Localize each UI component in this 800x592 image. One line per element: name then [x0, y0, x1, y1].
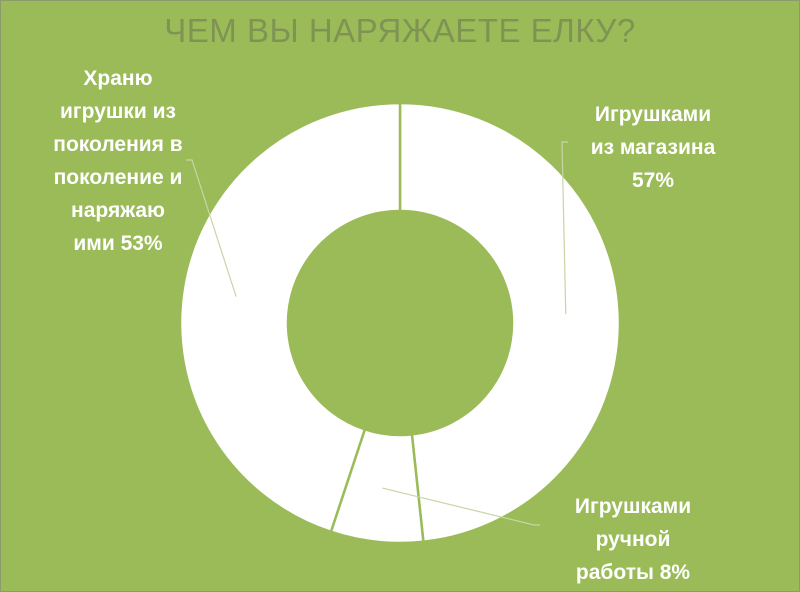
slice-heirloom-toys	[178, 101, 402, 534]
slice-store-toys	[398, 101, 622, 544]
leader-line-heirloom-toys	[186, 159, 237, 297]
data-label-handmade-toys: Игрушками ручной работы 8%	[574, 495, 692, 584]
data-label-heirloom-toys: Храню игрушки из поколения в поколение и…	[53, 67, 183, 255]
data-label-store-toys: Игрушками из магазина 57%	[590, 103, 716, 192]
leader-line-handmade-toys	[382, 487, 540, 526]
leader-line-store-toys	[561, 141, 568, 315]
chart-title: ЧЕМ ВЫ НАРЯЖАЕТЕ ЕЛКУ?	[164, 12, 636, 49]
